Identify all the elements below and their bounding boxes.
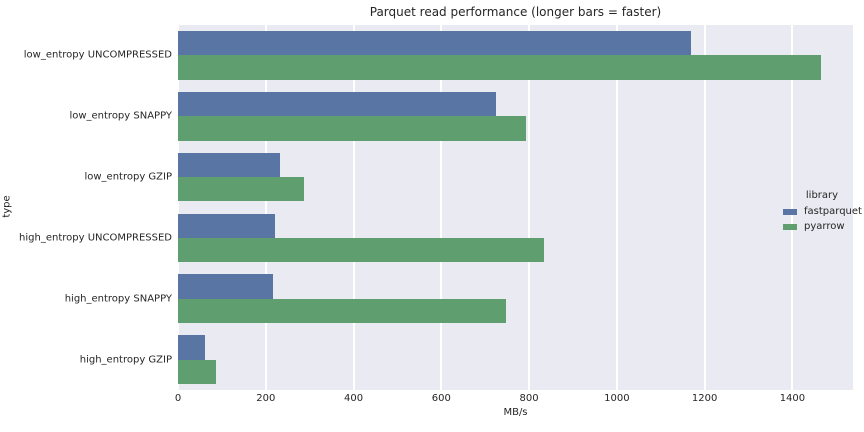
bar-fastparquet	[178, 152, 280, 178]
gridline	[615, 25, 618, 390]
x-axis-label: MB/s	[503, 407, 528, 418]
bar-pyarrow	[178, 298, 507, 324]
y-tick-label: low_entropy UNCOMPRESSED	[23, 49, 172, 61]
plot-area	[177, 25, 853, 390]
x-tick-label: 1400	[779, 393, 806, 404]
gridline	[791, 25, 794, 390]
bar-pyarrow	[178, 237, 544, 263]
y-tick-label: high_entropy SNAPPY	[64, 293, 172, 305]
gridline	[264, 25, 267, 390]
gridline	[528, 25, 531, 390]
x-tick-label: 1000	[604, 393, 630, 404]
bar-pyarrow	[178, 55, 821, 80]
y-tick-label: high_entropy GZIP	[79, 354, 172, 366]
x-tick-label: 800	[519, 393, 539, 404]
legend-entry-pyarrow: pyarrow	[783, 219, 861, 234]
legend-entry-fastparquet: fastparquet	[783, 204, 862, 219]
bar-pyarrow	[178, 116, 527, 141]
x-tick-label: 400	[344, 393, 364, 404]
legend-swatch-pyarrow-icon	[783, 223, 797, 230]
gridline	[703, 25, 706, 390]
gridline	[177, 25, 179, 390]
legend-title: library	[805, 190, 839, 201]
bar-fastparquet	[178, 335, 205, 360]
gridline	[352, 25, 355, 390]
legend: library fastparquet pyarrow	[783, 190, 862, 234]
bar-pyarrow	[178, 359, 216, 384]
y-tick-label: low_entropy SNAPPY	[69, 110, 172, 122]
y-tick-label: low_entropy GZIP	[84, 171, 172, 183]
bar-fastparquet	[178, 91, 497, 117]
bar-fastparquet	[178, 213, 276, 238]
x-tick-label: 600	[431, 393, 451, 404]
x-tick-label: 1200	[691, 393, 718, 404]
bar-fastparquet	[178, 31, 692, 56]
y-axis-label: type	[1, 195, 13, 218]
legend-label-fastparquet: fastparquet	[804, 206, 862, 217]
legend-label-pyarrow: pyarrow	[804, 221, 845, 232]
bar-pyarrow	[178, 177, 304, 202]
x-tick-label: 0	[174, 393, 182, 404]
gridline	[440, 25, 443, 390]
x-tick-label: 200	[256, 393, 276, 404]
chart-title: Parquet read performance (longer bars = …	[369, 5, 662, 19]
y-tick-label: high_entropy UNCOMPRESSED	[19, 232, 172, 244]
legend-swatch-fastparquet-icon	[783, 208, 797, 215]
bar-fastparquet	[178, 274, 273, 299]
